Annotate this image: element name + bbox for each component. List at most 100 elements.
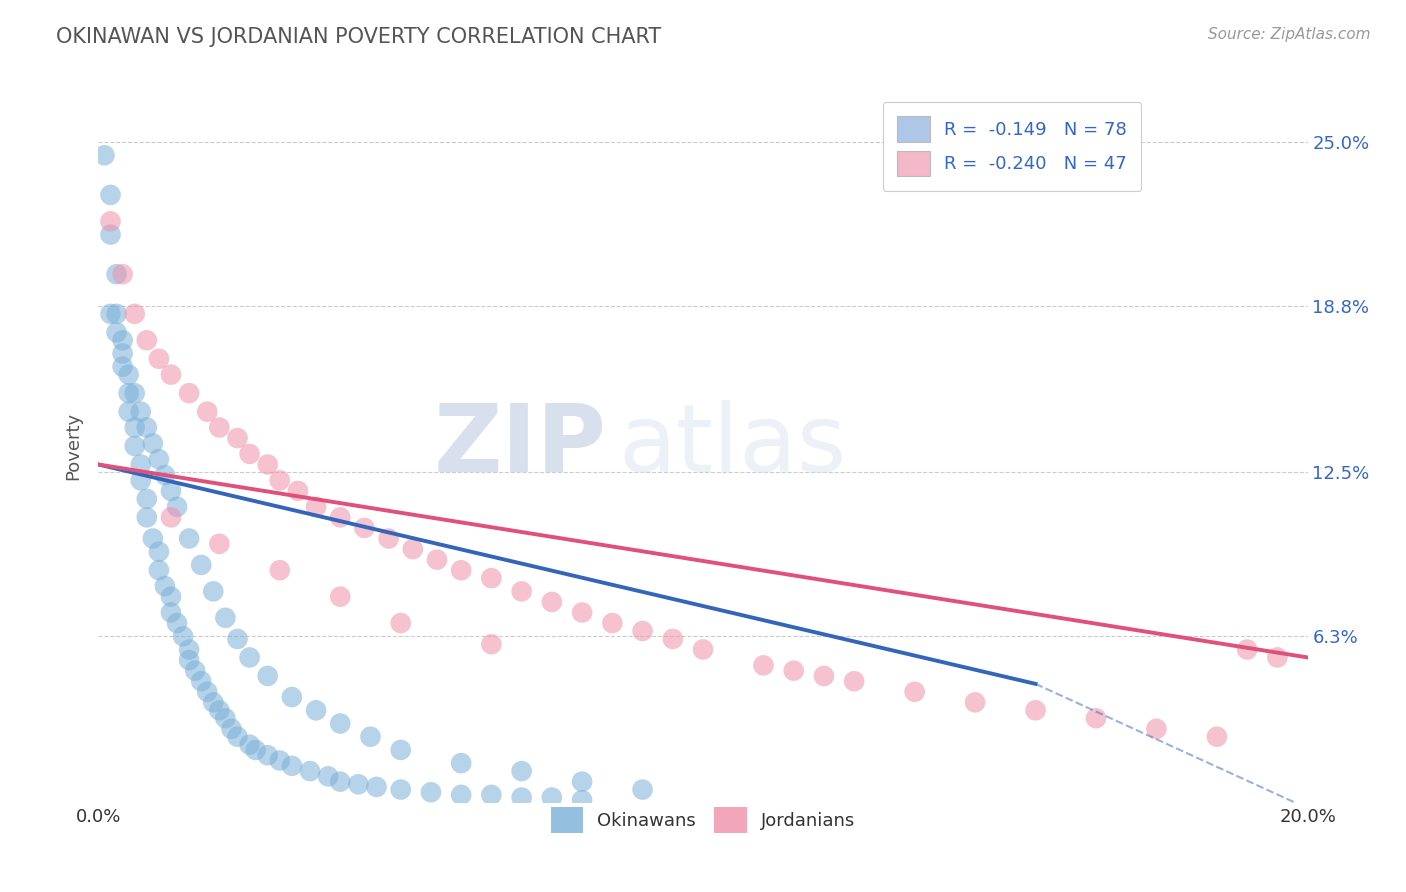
Point: [160, 590, 183, 604]
Point: [148, 452, 170, 467]
Point: [299, 764, 322, 778]
Point: [221, 722, 243, 736]
Point: [148, 563, 170, 577]
Point: [571, 793, 593, 807]
Point: [281, 690, 304, 704]
Point: [135, 333, 157, 347]
Point: [571, 774, 593, 789]
Point: [256, 458, 278, 472]
Point: [269, 754, 291, 768]
Point: [287, 483, 309, 498]
Point: [1267, 650, 1289, 665]
Point: [100, 227, 122, 242]
Point: [105, 307, 128, 321]
Point: [160, 368, 183, 382]
Point: [129, 474, 152, 488]
Point: [692, 642, 714, 657]
Point: [389, 743, 412, 757]
Point: [256, 669, 278, 683]
Point: [166, 616, 188, 631]
Point: [208, 703, 231, 717]
Point: [571, 606, 593, 620]
Point: [214, 611, 236, 625]
Point: [118, 404, 141, 418]
Point: [124, 439, 146, 453]
Point: [179, 532, 201, 546]
Point: [160, 510, 183, 524]
Point: [129, 404, 152, 418]
Point: [100, 214, 122, 228]
Point: [329, 716, 352, 731]
Text: ZIP: ZIP: [433, 400, 606, 492]
Point: [135, 510, 157, 524]
Point: [481, 788, 503, 802]
Point: [402, 542, 425, 557]
Point: [269, 563, 291, 577]
Point: [389, 616, 412, 631]
Point: [111, 359, 134, 374]
Point: [179, 386, 201, 401]
Point: [420, 785, 443, 799]
Point: [124, 420, 146, 434]
Point: [360, 730, 382, 744]
Point: [329, 774, 352, 789]
Point: [202, 584, 225, 599]
Point: [281, 759, 304, 773]
Point: [510, 790, 533, 805]
Point: [245, 743, 267, 757]
Point: [1024, 703, 1046, 717]
Point: [904, 685, 927, 699]
Point: [160, 483, 183, 498]
Point: [124, 307, 146, 321]
Point: [1236, 642, 1258, 657]
Point: [844, 674, 866, 689]
Point: [752, 658, 775, 673]
Point: [195, 685, 218, 699]
Y-axis label: Poverty: Poverty: [65, 412, 83, 480]
Point: [661, 632, 683, 646]
Point: [1206, 730, 1229, 744]
Point: [118, 368, 141, 382]
Point: [481, 637, 503, 651]
Point: [172, 629, 194, 643]
Point: [305, 703, 328, 717]
Point: [93, 148, 115, 162]
Point: [100, 188, 122, 202]
Point: [111, 333, 134, 347]
Point: [783, 664, 806, 678]
Point: [450, 788, 472, 802]
Point: [450, 756, 472, 771]
Point: [377, 532, 399, 546]
Point: [118, 386, 141, 401]
Point: [631, 782, 654, 797]
Point: [100, 307, 122, 321]
Point: [202, 695, 225, 709]
Point: [153, 579, 176, 593]
Point: [305, 500, 328, 514]
Point: [166, 500, 188, 514]
Point: [540, 595, 562, 609]
Point: [195, 404, 218, 418]
Point: [329, 510, 352, 524]
Point: [179, 642, 201, 657]
Point: [190, 558, 212, 572]
Point: [160, 606, 183, 620]
Point: [389, 782, 412, 797]
Point: [226, 730, 249, 744]
Point: [208, 420, 231, 434]
Point: [226, 632, 249, 646]
Point: [135, 420, 157, 434]
Point: [111, 346, 134, 360]
Point: [540, 790, 562, 805]
Point: [269, 474, 291, 488]
Text: atlas: atlas: [619, 400, 846, 492]
Point: [226, 431, 249, 445]
Point: [813, 669, 835, 683]
Point: [347, 777, 370, 791]
Point: [353, 521, 375, 535]
Point: [148, 545, 170, 559]
Point: [135, 491, 157, 506]
Point: [239, 738, 262, 752]
Point: [481, 571, 503, 585]
Point: [602, 616, 624, 631]
